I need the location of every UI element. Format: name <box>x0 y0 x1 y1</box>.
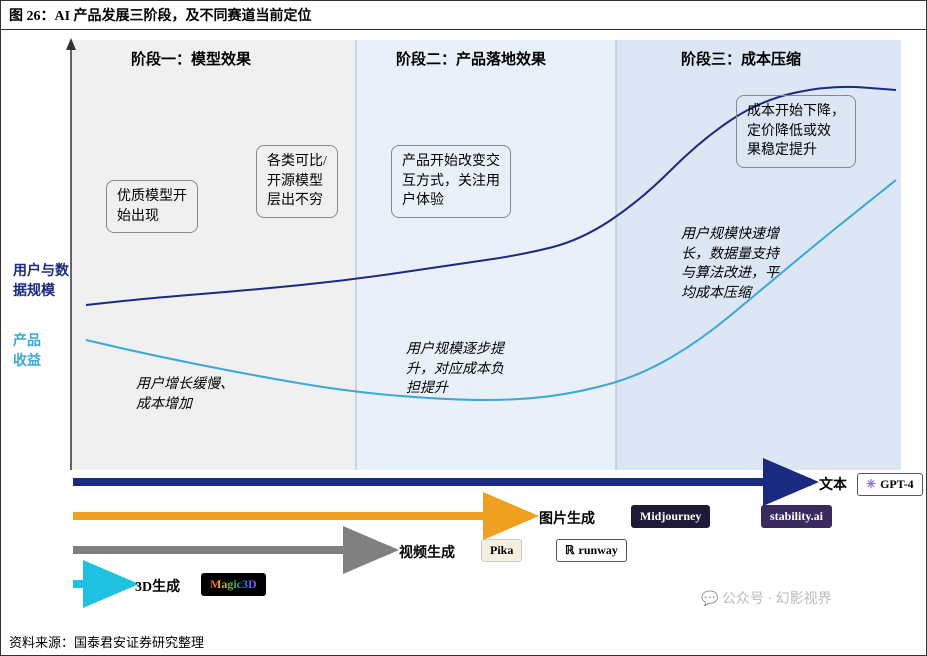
logo-pika: Pika <box>481 539 522 562</box>
logo-text-magic3d: Magic3D <box>210 577 257 592</box>
callout-c4: 成本开始下降， 定价降低或效 果稳定提升 <box>736 95 856 168</box>
track-label-video: 视频生成 <box>399 542 455 562</box>
callout-c1: 优质模型开 始出现 <box>106 180 198 233</box>
logo-text-stability: stability.ai <box>770 509 823 524</box>
logo-text-gpt4: GPT-4 <box>880 477 914 492</box>
axis-label-users: 用户与数 据规模 <box>13 260 69 300</box>
phase-label-p1: 阶段一：模型效果 <box>131 48 251 69</box>
track-label-image: 图片生成 <box>539 508 595 528</box>
logo-stability: stability.ai <box>761 505 832 528</box>
annotation-a1: 用户增长缓慢、 成本增加 <box>136 375 234 414</box>
logo-text-runway: runway <box>579 543 618 558</box>
wechat-icon: 💬 <box>701 592 718 607</box>
annotation-a3: 用户规模快速增 长，数据量支持 与算法改进，平 均成本压缩 <box>681 225 779 303</box>
figure-container: 图 26：AI 产品发展三阶段，及不同赛道当前定位 阶段一：模型效果 阶段二：产品… <box>0 0 927 656</box>
phase-label-p3: 阶段三：成本压缩 <box>681 48 801 69</box>
logo-midjourney: Midjourney <box>631 505 710 528</box>
logo-icon-gpt4: ✳ <box>866 477 876 492</box>
chart-area: 阶段一：模型效果 阶段二：产品落地效果 阶段三：成本压缩优质模型开 始出现 各类可比/… <box>1 30 926 620</box>
figure-source: 资料来源：国泰君安证券研究整理 <box>9 632 204 651</box>
track-label-threed: 3D生成 <box>135 576 180 596</box>
figure-caption: 图 26：AI 产品发展三阶段，及不同赛道当前定位 <box>1 1 926 30</box>
callout-c2: 各类可比/ 开源模型 层出不穷 <box>256 145 338 218</box>
logo-icon-runway: ℝ <box>565 543 575 558</box>
track-label-text: 文本 <box>819 474 847 494</box>
logo-text-midjourney: Midjourney <box>640 509 701 524</box>
logo-magic3d: Magic3D <box>201 573 266 596</box>
logo-runway: ℝrunway <box>556 539 627 562</box>
phase-label-p2: 阶段二：产品落地效果 <box>396 48 546 69</box>
logo-text-pika: Pika <box>490 543 513 558</box>
annotation-a2: 用户规模逐步提 升，对应成本负 担提升 <box>406 340 504 399</box>
axis-label-revenue: 产品 收益 <box>13 330 41 370</box>
watermark: 💬 公众号 · 幻影视界 <box>701 588 832 608</box>
logo-gpt4: ✳ GPT-4 <box>857 473 923 496</box>
callout-c3: 产品开始改变交 互方式，关注用 户体验 <box>391 145 511 218</box>
